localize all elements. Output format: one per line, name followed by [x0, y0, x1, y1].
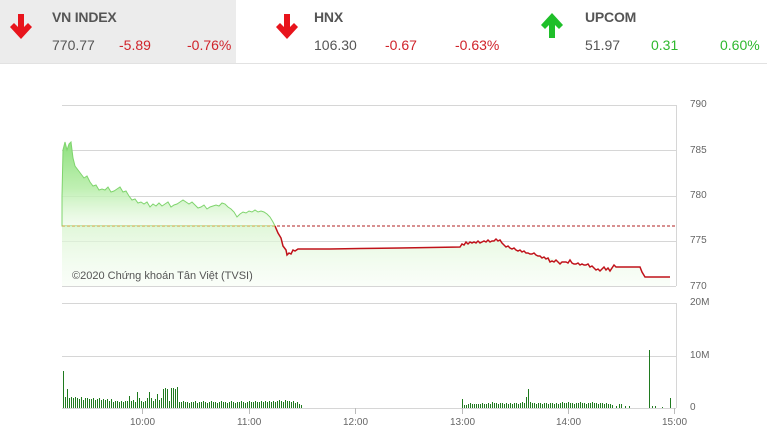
price-axis-tick: 775	[690, 235, 707, 246]
price-axis-tick: 785	[690, 145, 707, 156]
index-name: VN INDEX	[52, 9, 117, 25]
time-axis-tick: 13:00	[450, 417, 476, 428]
index-tab-vnindex[interactable]: VN INDEX 770.77 -5.89 -0.76%	[0, 0, 236, 63]
time-axis-tick: 11:00	[237, 417, 262, 428]
index-value: 770.77	[52, 37, 95, 53]
index-value: 106.30	[314, 37, 357, 53]
arrow-up-icon	[541, 13, 563, 38]
index-change: -0.67	[385, 37, 417, 53]
index-value: 51.97	[585, 37, 621, 53]
index-percent: 0.60%	[720, 37, 760, 53]
price-axis-tick: 770	[690, 281, 707, 292]
arrow-down-icon	[10, 14, 32, 39]
index-name: HNX	[314, 9, 343, 25]
time-axis-tick: 15:00	[662, 417, 688, 428]
price-area-below-reference	[62, 226, 670, 286]
time-axis-tick: 14:00	[556, 417, 582, 428]
price-axis-tick: 790	[690, 99, 707, 110]
volume-bars	[63, 350, 671, 408]
volume-axis-tick: 20M	[690, 297, 710, 308]
time-axis-tick: 10:00	[130, 417, 156, 428]
index-percent: -0.76%	[187, 37, 232, 53]
volume-grid	[62, 303, 677, 409]
arrow-down-icon	[276, 14, 298, 39]
index-name: UPCOM	[585, 9, 637, 25]
price-area-above-reference	[61, 140, 276, 227]
index-percent: -0.63%	[455, 37, 500, 53]
price-line-below-reference	[274, 225, 670, 278]
time-axis-ticks	[142, 408, 675, 414]
index-change: -5.89	[119, 37, 151, 53]
volume-axis-tick: 0	[690, 402, 696, 413]
time-axis-tick: 12:00	[343, 417, 369, 428]
copyright-watermark: ©2020 Chứng khoán Tân Việt (TVSI)	[72, 270, 253, 282]
index-tab-hnx[interactable]: HNX 106.30 -0.67 -0.63%	[268, 0, 504, 63]
index-change: 0.31	[651, 37, 679, 53]
volume-axis-tick: 10M	[690, 350, 710, 361]
index-ticker-bar: VN INDEX 770.77 -5.89 -0.76% HNX 106.30 …	[0, 0, 767, 64]
index-tab-upcom[interactable]: UPCOM 51.97 0.31 0.60%	[530, 0, 767, 63]
price-axis-tick: 780	[690, 190, 707, 201]
